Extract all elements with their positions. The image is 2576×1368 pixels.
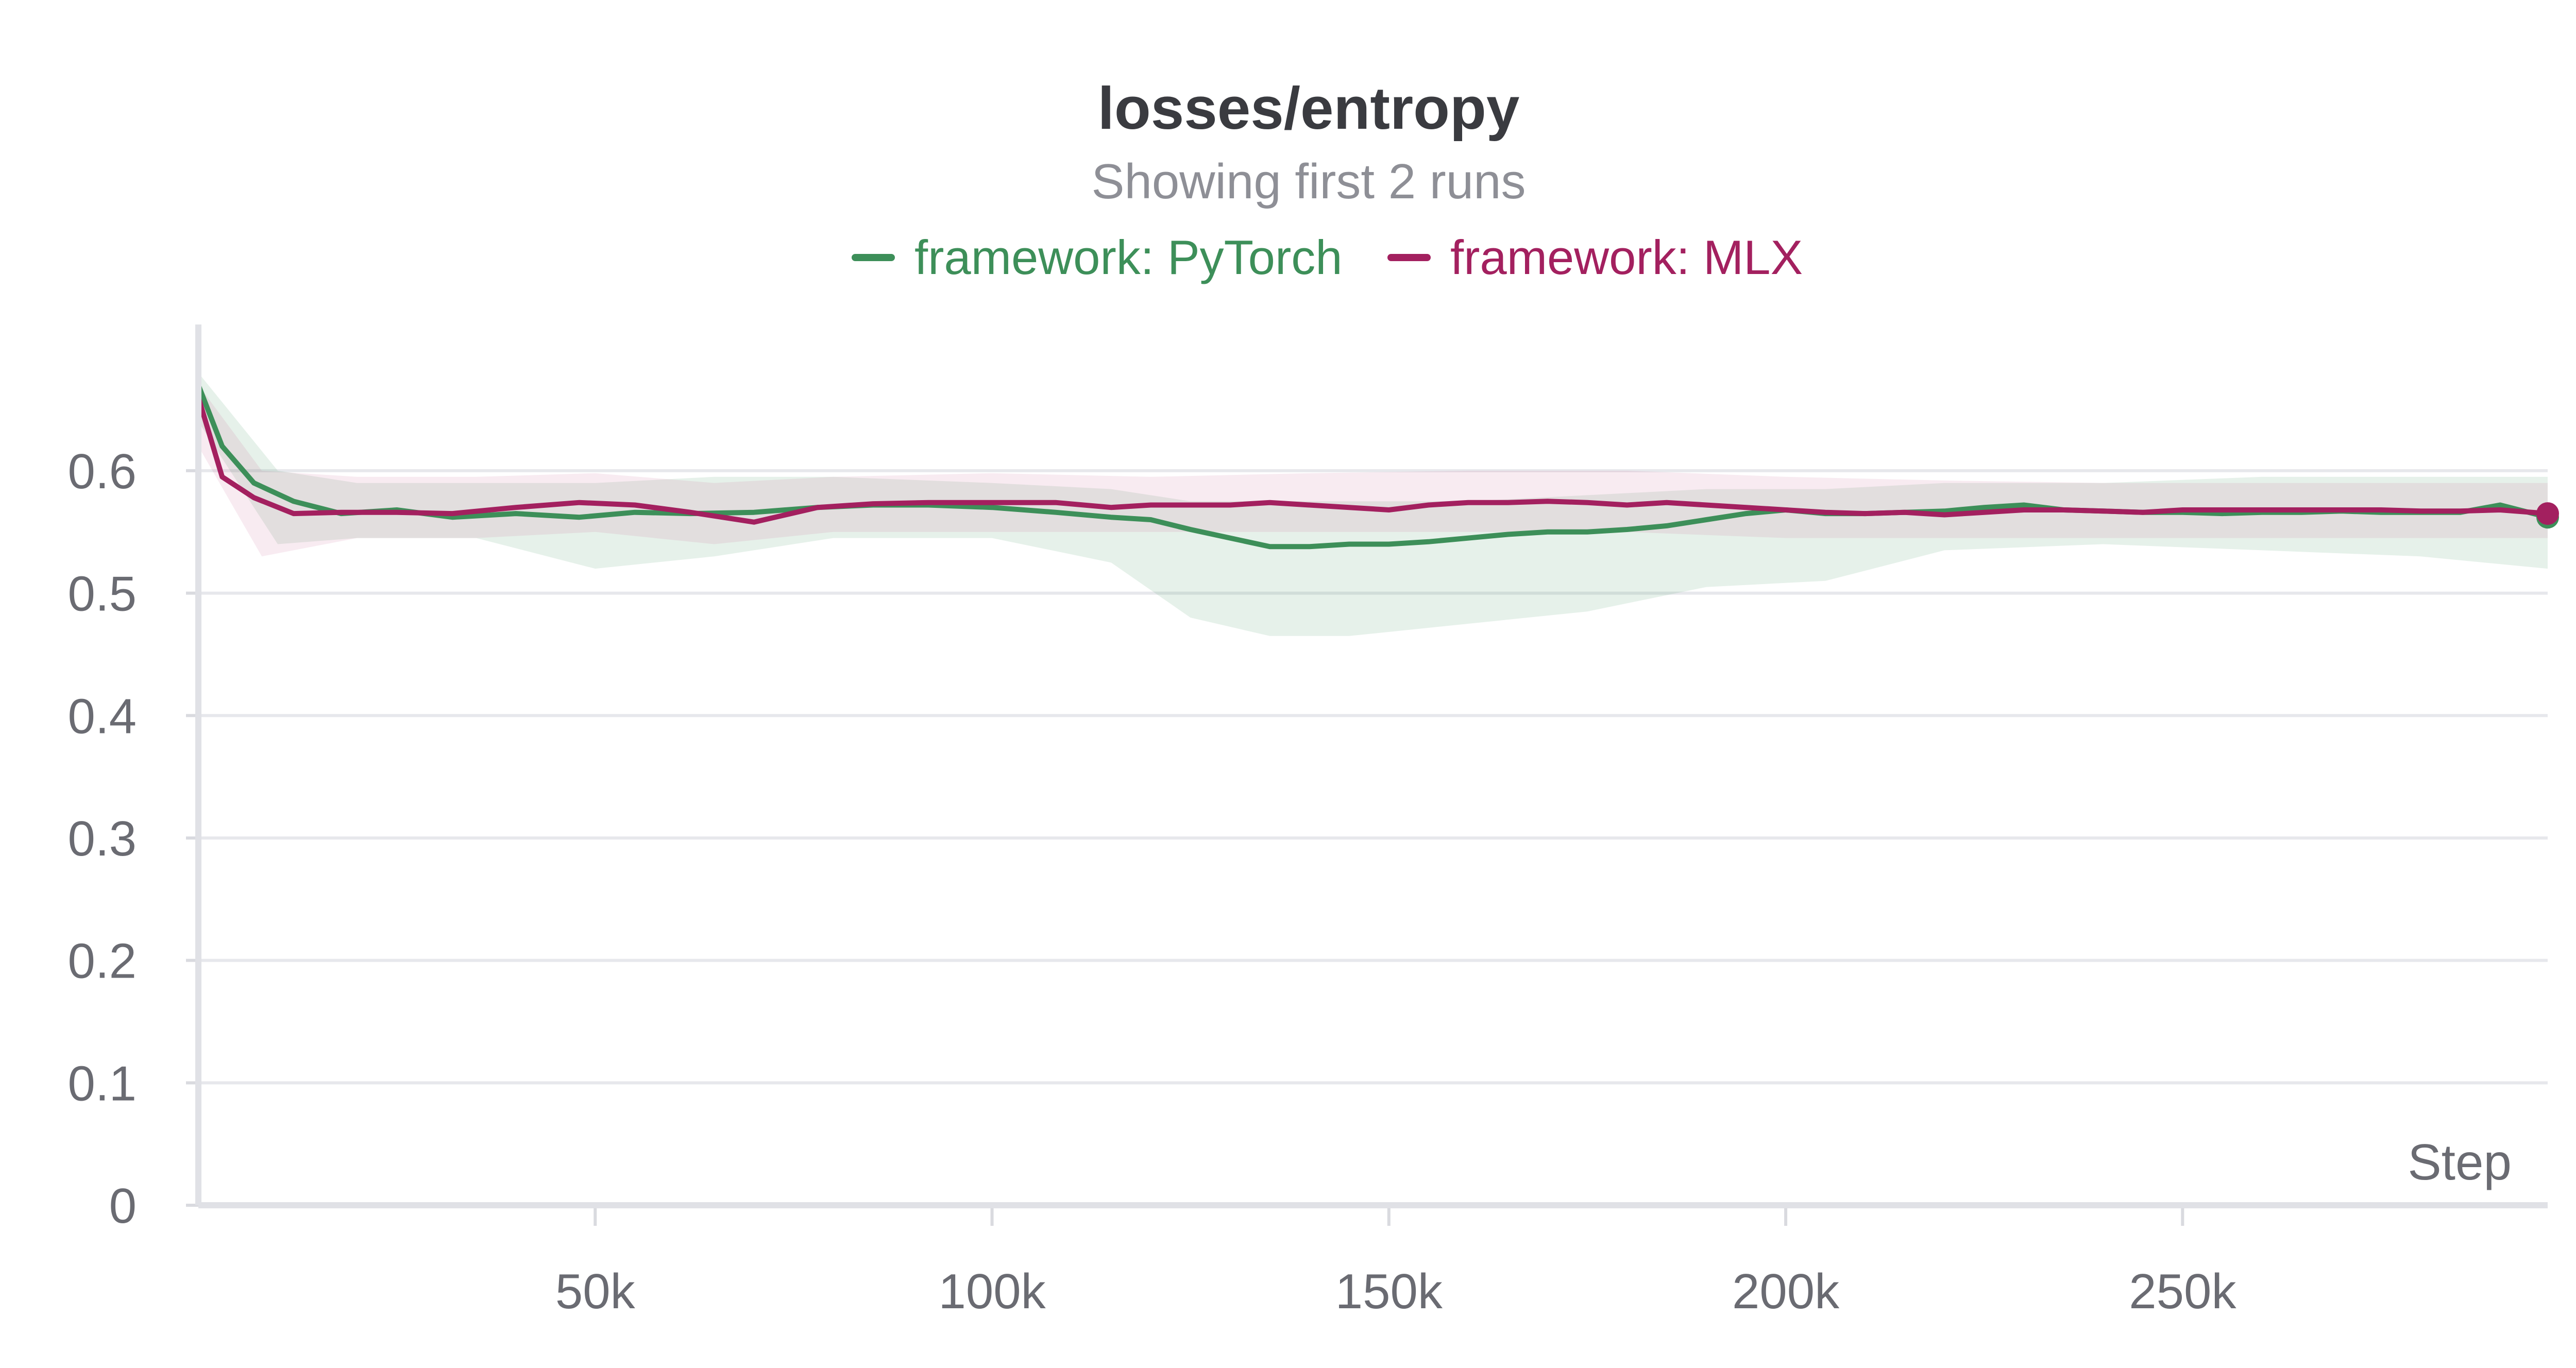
y-tick-label: 0.4: [68, 689, 137, 744]
y-tick-label: 0: [109, 1178, 137, 1234]
legend-label-1: framework: MLX: [1450, 230, 1803, 284]
tick-labels: 0 0.1 0.2 0.3 0.4 0.5 0.6 50k 100k 150k 200k 250k: [68, 444, 2237, 1319]
series-end-point-1: [2536, 502, 2559, 525]
y-tick-label: 0.5: [68, 567, 137, 622]
series-band-0: [198, 372, 2548, 636]
x-tick-label: 100k: [938, 1264, 1046, 1319]
x-tick-label: 150k: [1335, 1264, 1443, 1319]
series-lines: [196, 382, 2559, 550]
grid-lines: [198, 469, 2548, 1085]
chart-title: losses/entropy: [1098, 75, 1520, 142]
axes: [186, 324, 2548, 1226]
y-tick-label: 0.6: [68, 444, 137, 499]
series-line-1: [196, 395, 2550, 525]
x-tick-label: 200k: [1732, 1264, 1840, 1319]
y-tick-label: 0.2: [68, 934, 137, 989]
y-tick-label: 0.3: [68, 811, 137, 866]
y-tick-label: 0.1: [68, 1056, 137, 1111]
legend-label-0: framework: PyTorch: [914, 230, 1343, 284]
x-tick-label: 250k: [2129, 1264, 2236, 1319]
series-line-0: [196, 382, 2550, 550]
legend: framework: PyTorch framework: MLX: [852, 230, 1803, 284]
x-axis-label: Step: [2408, 1134, 2512, 1190]
x-tick-label: 50k: [555, 1264, 636, 1319]
chart-subtitle: Showing first 2 runs: [1091, 154, 1526, 209]
